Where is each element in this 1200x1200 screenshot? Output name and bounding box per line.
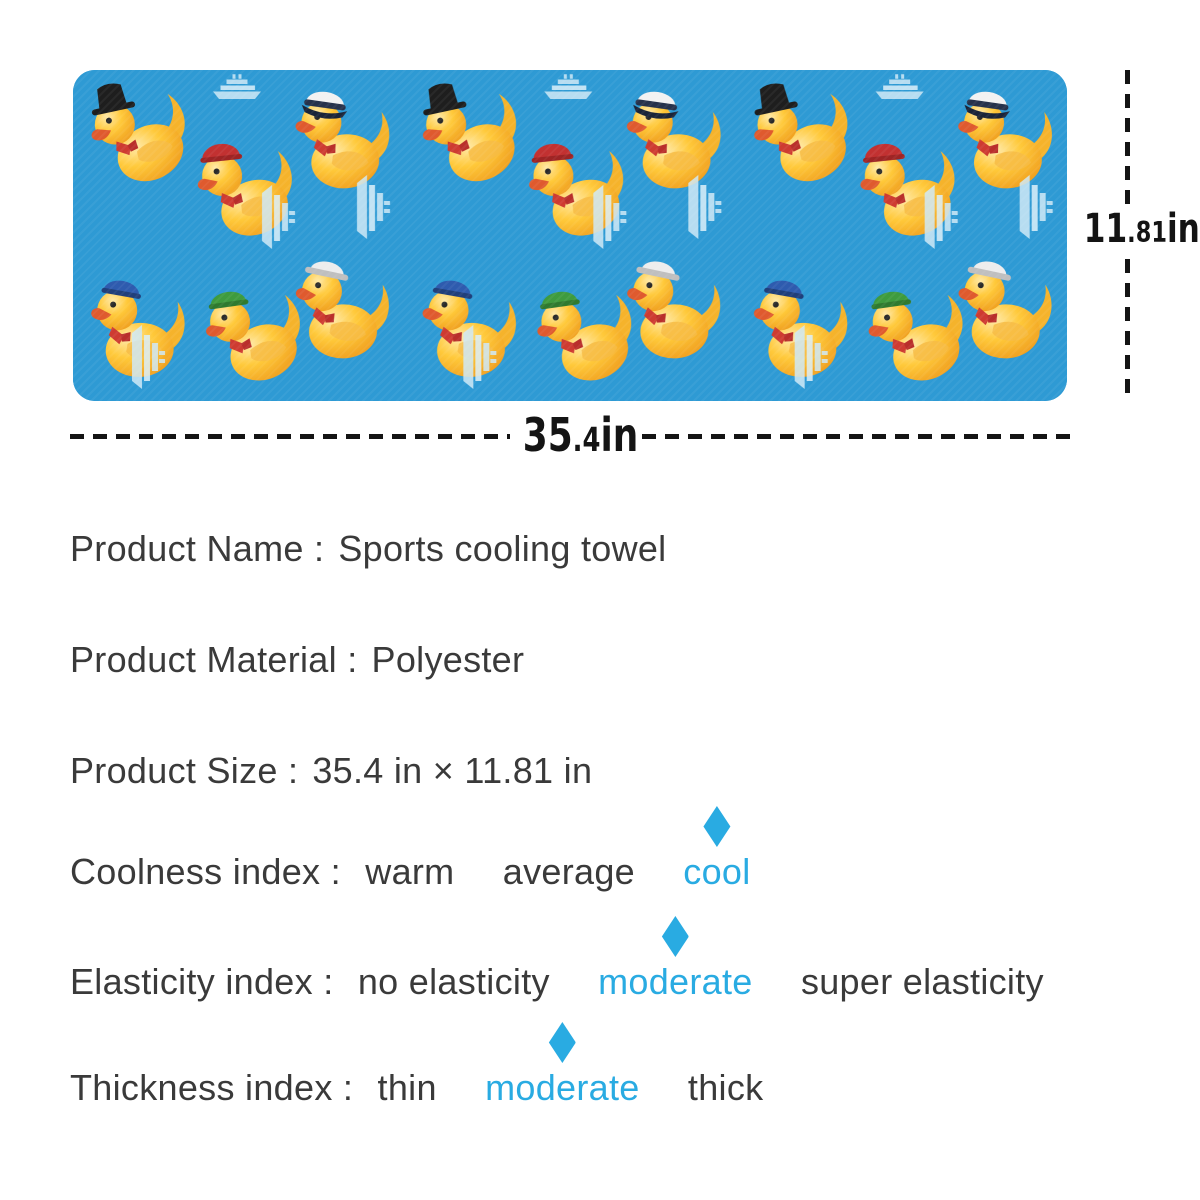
product-name-row: Product Name : Sports cooling towel [70, 530, 666, 568]
product-name-value: Sports cooling towel [338, 528, 667, 569]
width-unit: in [600, 408, 639, 462]
thickness-selected-text: moderate [485, 1067, 640, 1108]
height-dimension-line-top [1125, 70, 1130, 206]
width-dimension-label: 35.4in [523, 412, 639, 463]
height-dimension-label: 11.81in [1083, 206, 1200, 252]
thickness-index-label: Thickness index : [70, 1067, 354, 1108]
diamond-marker-icon [703, 806, 731, 847]
thickness-option-moderate-selected: moderate [485, 1022, 640, 1108]
thickness-index-row: Thickness index : thin moderate thick [70, 1022, 764, 1108]
elasticity-option-moderate-selected: moderate [598, 916, 753, 1002]
product-material-label: Product Material : [70, 639, 358, 680]
product-size-row: Product Size : 35.4 in × 11.81 in [70, 752, 592, 790]
width-dimension-line-right [642, 434, 1070, 439]
coolness-option-warm: warm [365, 851, 455, 892]
product-size-label: Product Size : [70, 750, 299, 791]
height-dec: .81 [1127, 215, 1167, 249]
elasticity-index-row: Elasticity index : no elasticity moderat… [70, 916, 1044, 1002]
product-material-row: Product Material : Polyester [70, 641, 524, 679]
product-name-label: Product Name : [70, 528, 325, 569]
coolness-index-row: Coolness index : warm average cool [70, 806, 751, 892]
diamond-marker-icon [661, 916, 689, 957]
thickness-option-thin: thin [377, 1067, 437, 1108]
coolness-selected-text: cool [683, 851, 751, 892]
height-int: 11 [1083, 206, 1128, 252]
height-unit: in [1166, 206, 1200, 252]
duck-pattern-graphic [73, 70, 1067, 401]
coolness-option-average: average [502, 851, 635, 892]
elasticity-option-none: no elasticity [357, 961, 550, 1002]
elasticity-index-label: Elasticity index : [70, 961, 334, 1002]
width-dec: .4 [572, 420, 601, 459]
thickness-option-thick: thick [687, 1067, 764, 1108]
elasticity-option-super: super elasticity [800, 961, 1044, 1002]
diamond-marker-icon [548, 1022, 576, 1063]
towel-product-image [73, 70, 1067, 401]
height-dimension-line-bottom [1125, 259, 1130, 402]
product-material-value: Polyester [371, 639, 525, 680]
width-int: 35 [522, 408, 573, 462]
coolness-index-label: Coolness index : [70, 851, 341, 892]
elasticity-selected-text: moderate [598, 961, 753, 1002]
coolness-option-cool-selected: cool [683, 806, 751, 892]
product-size-value: 35.4 in × 11.81 in [312, 750, 593, 791]
width-dimension-line-left [70, 434, 510, 439]
